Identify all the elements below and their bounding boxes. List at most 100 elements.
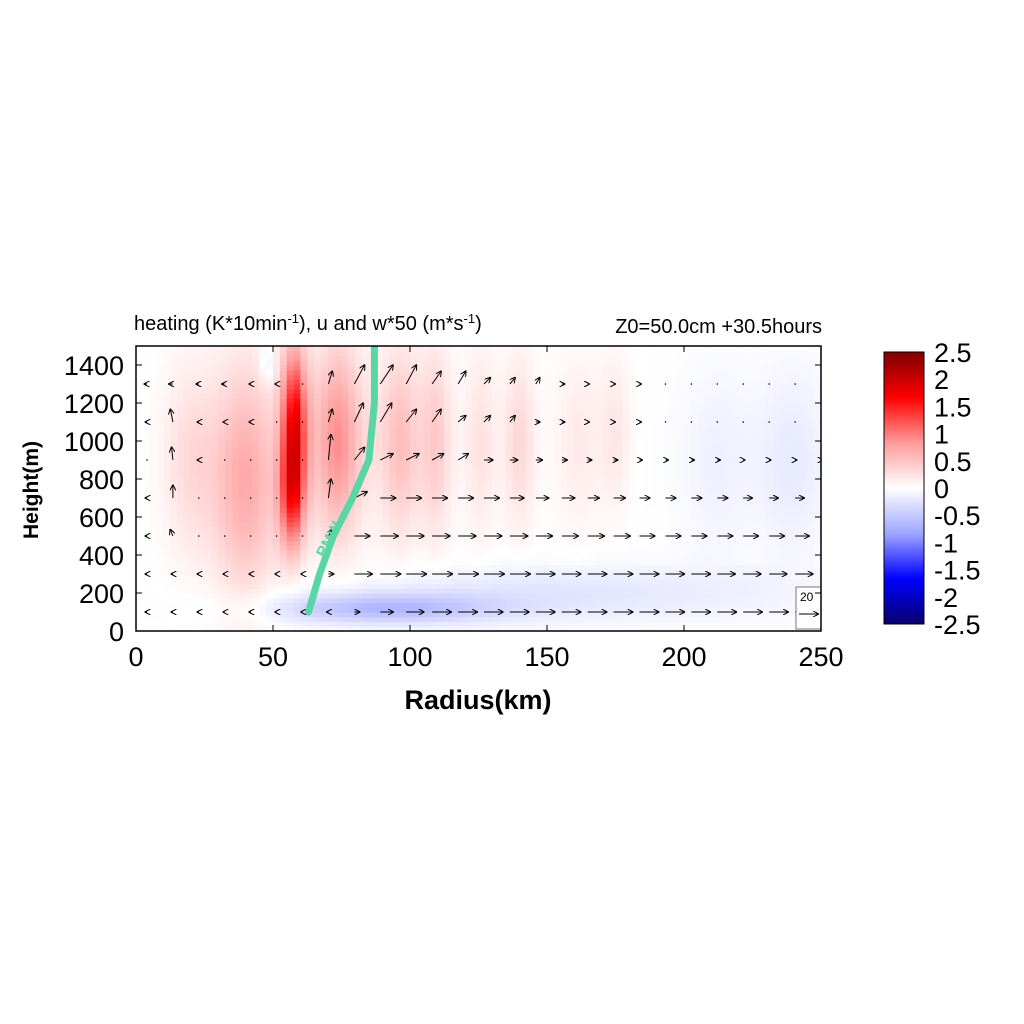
heat-cell <box>396 379 404 385</box>
heat-cell <box>485 479 493 485</box>
heat-cell <box>307 588 315 594</box>
heat-cell <box>451 369 459 376</box>
heat-cell <box>649 588 658 594</box>
heat-cell <box>697 593 706 599</box>
heat-cell <box>636 374 644 380</box>
heat-cell <box>464 526 473 532</box>
heat-cell <box>341 445 349 452</box>
heat-cell <box>540 498 548 504</box>
heat-cell <box>512 493 521 499</box>
heat-cell <box>396 578 404 585</box>
heat-cell <box>430 512 438 518</box>
heat-cell <box>355 545 363 551</box>
heat-cell <box>389 455 397 461</box>
heat-cell <box>492 588 500 594</box>
heat-cell <box>231 569 240 575</box>
heat-cell <box>547 412 555 418</box>
heat-cell <box>457 626 466 631</box>
heat-cell <box>636 474 644 480</box>
heat-cell <box>642 569 651 575</box>
heat-cell <box>629 517 637 523</box>
heat-cell <box>231 583 240 589</box>
heat-cell <box>252 493 260 499</box>
heat-cell <box>142 597 151 604</box>
heat-cell <box>136 583 144 589</box>
heat-cell <box>266 445 274 452</box>
heat-cell <box>437 545 445 551</box>
heat-cell <box>656 393 665 399</box>
heat-cell <box>485 578 493 585</box>
heat-cell <box>396 616 404 623</box>
heat-cell <box>478 569 486 575</box>
heat-cell <box>636 436 644 442</box>
heat-cell <box>512 602 521 608</box>
heat-cell <box>663 445 671 452</box>
heat-cell <box>279 445 288 452</box>
heat-cell <box>533 493 541 499</box>
heat-cell <box>588 531 596 537</box>
heat-cell <box>142 355 151 361</box>
heat-cell <box>553 583 562 589</box>
heat-cell <box>389 583 397 589</box>
heat-cell <box>649 493 658 499</box>
heat-cell <box>451 602 459 608</box>
heat-cell <box>588 469 596 475</box>
heat-cell <box>300 355 308 361</box>
heat-cell <box>197 350 206 357</box>
heat-cell <box>663 460 671 466</box>
heat-cell <box>238 597 247 604</box>
heat-cell <box>204 569 212 575</box>
heat-cell <box>663 388 671 395</box>
heat-cell <box>519 502 528 509</box>
heat-cell <box>553 531 562 537</box>
heat-cell <box>403 360 411 366</box>
heat-cell <box>464 593 473 599</box>
heat-cell <box>375 483 384 490</box>
heat-cell <box>553 346 562 352</box>
heat-cell <box>163 574 171 580</box>
heat-cell <box>567 502 575 509</box>
heat-cell <box>163 578 171 585</box>
heat-cell <box>218 555 226 561</box>
heat-cell <box>540 384 548 390</box>
heat-cell <box>320 607 329 613</box>
heat-cell <box>273 417 281 423</box>
heat-cell <box>464 479 473 485</box>
heat-cell <box>499 469 507 475</box>
heat-cell <box>341 407 349 414</box>
heat-cell <box>307 574 315 580</box>
heat-cell <box>690 521 699 528</box>
heat-cell <box>273 488 281 494</box>
heat-cell <box>307 398 315 404</box>
heat-cell <box>190 545 199 551</box>
heat-cell <box>499 374 507 380</box>
heat-cell <box>547 398 555 404</box>
heat-cell <box>183 426 192 433</box>
heat-cell <box>499 593 507 599</box>
heat-cell <box>416 616 425 623</box>
heat-cell <box>314 426 322 433</box>
heat-cell <box>540 512 548 518</box>
heat-cell <box>492 612 500 618</box>
heat-cell <box>457 564 466 570</box>
heat-cell <box>457 460 466 466</box>
heat-cell <box>608 507 617 513</box>
heat-cell <box>204 588 212 594</box>
heat-cell <box>567 583 575 589</box>
heat-cell <box>231 384 240 390</box>
heat-cell <box>670 578 678 585</box>
heat-cell <box>464 384 473 390</box>
heat-cell <box>238 493 247 499</box>
heat-cell <box>471 350 480 357</box>
heat-cell <box>183 536 192 542</box>
heat-cell <box>649 545 658 551</box>
heat-cell <box>334 498 343 504</box>
heat-cell <box>403 616 411 623</box>
heat-cell <box>629 593 637 599</box>
heat-cell <box>533 460 541 466</box>
heat-cell <box>629 346 637 352</box>
heat-cell <box>451 540 459 547</box>
heat-cell <box>163 583 171 589</box>
heat-cell <box>519 374 528 380</box>
heat-cell <box>293 536 301 542</box>
